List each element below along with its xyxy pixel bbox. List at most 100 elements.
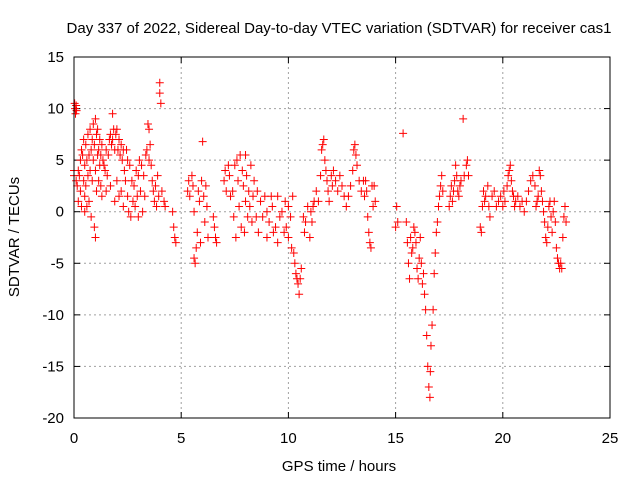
data-point <box>87 145 96 154</box>
data-point <box>551 218 560 227</box>
data-point <box>562 218 571 227</box>
data-point <box>243 212 252 221</box>
data-point <box>485 212 494 221</box>
data-point <box>150 197 159 206</box>
data-point <box>171 238 180 247</box>
data-point <box>93 125 102 134</box>
data-point <box>353 161 362 170</box>
data-point <box>101 166 110 175</box>
data-point <box>153 171 162 180</box>
y-tick-label: -10 <box>42 307 64 324</box>
data-point <box>91 114 100 123</box>
data-point <box>234 176 243 185</box>
data-point <box>238 166 247 175</box>
data-point <box>147 161 156 170</box>
data-point <box>72 176 81 185</box>
data-point <box>432 228 441 237</box>
data-point <box>200 218 209 227</box>
data-point <box>338 181 346 190</box>
data-point <box>507 176 516 185</box>
data-point <box>262 207 271 216</box>
y-tick-label: 5 <box>56 152 64 169</box>
data-point <box>116 150 125 159</box>
data-point <box>83 130 92 139</box>
data-point <box>453 187 462 196</box>
data-point <box>111 130 120 139</box>
data-point <box>135 156 144 165</box>
data-point <box>131 202 140 211</box>
data-point <box>123 156 132 165</box>
data-point <box>299 212 308 221</box>
data-point <box>161 202 170 211</box>
data-point <box>271 223 280 232</box>
data-point <box>327 171 336 180</box>
data-point <box>451 161 460 170</box>
data-point <box>476 223 485 232</box>
data-point <box>195 197 204 206</box>
data-point <box>549 207 558 216</box>
data-point <box>241 150 250 159</box>
x-tick-labels: 0 5 10 15 20 25 <box>70 430 619 447</box>
data-point <box>117 187 126 196</box>
data-point <box>157 187 166 196</box>
data-point <box>391 223 400 232</box>
data-point <box>437 171 446 180</box>
data-point <box>420 290 429 299</box>
data-point <box>534 192 543 201</box>
data-point <box>488 192 497 201</box>
data-point <box>143 120 152 129</box>
data-point <box>239 181 248 190</box>
data-point <box>194 187 203 196</box>
data-point <box>88 135 97 144</box>
data-point <box>97 140 106 149</box>
data-points <box>70 78 571 402</box>
data-point <box>447 181 456 190</box>
data-point <box>321 166 330 175</box>
data-point <box>436 181 445 190</box>
data-point <box>196 238 205 247</box>
data-point <box>170 233 179 242</box>
data-point <box>183 187 192 196</box>
data-point <box>297 264 306 273</box>
data-point <box>553 254 562 263</box>
data-point <box>245 202 254 211</box>
data-point <box>433 218 442 227</box>
data-point <box>499 187 508 196</box>
data-point <box>393 218 402 227</box>
data-point <box>145 125 154 134</box>
data-point <box>141 150 150 159</box>
data-point <box>273 192 282 201</box>
data-point <box>115 135 124 144</box>
data-point <box>190 207 199 216</box>
data-point <box>246 161 255 170</box>
y-tick-label: -5 <box>51 255 64 272</box>
data-point <box>422 331 431 340</box>
data-point <box>513 192 522 201</box>
y-tick-label: 15 <box>47 49 64 66</box>
data-point <box>202 202 211 211</box>
data-point <box>351 150 360 159</box>
data-point <box>80 161 89 170</box>
data-point <box>192 243 201 252</box>
data-point <box>446 192 455 201</box>
data-point <box>254 228 263 237</box>
data-point <box>288 192 297 201</box>
data-point <box>300 228 309 237</box>
data-point <box>543 223 552 232</box>
data-point <box>107 140 116 149</box>
data-point <box>306 207 315 216</box>
data-point <box>96 150 105 159</box>
data-point <box>490 187 499 196</box>
data-point <box>106 181 115 190</box>
data-point <box>537 187 546 196</box>
data-point <box>515 202 524 211</box>
data-point <box>333 187 342 196</box>
data-point <box>136 187 145 196</box>
data-point <box>479 187 488 196</box>
data-point <box>350 140 359 149</box>
data-point <box>258 212 267 221</box>
data-point <box>117 140 126 149</box>
data-point <box>363 212 372 221</box>
data-point <box>138 207 147 216</box>
data-point <box>284 202 293 211</box>
